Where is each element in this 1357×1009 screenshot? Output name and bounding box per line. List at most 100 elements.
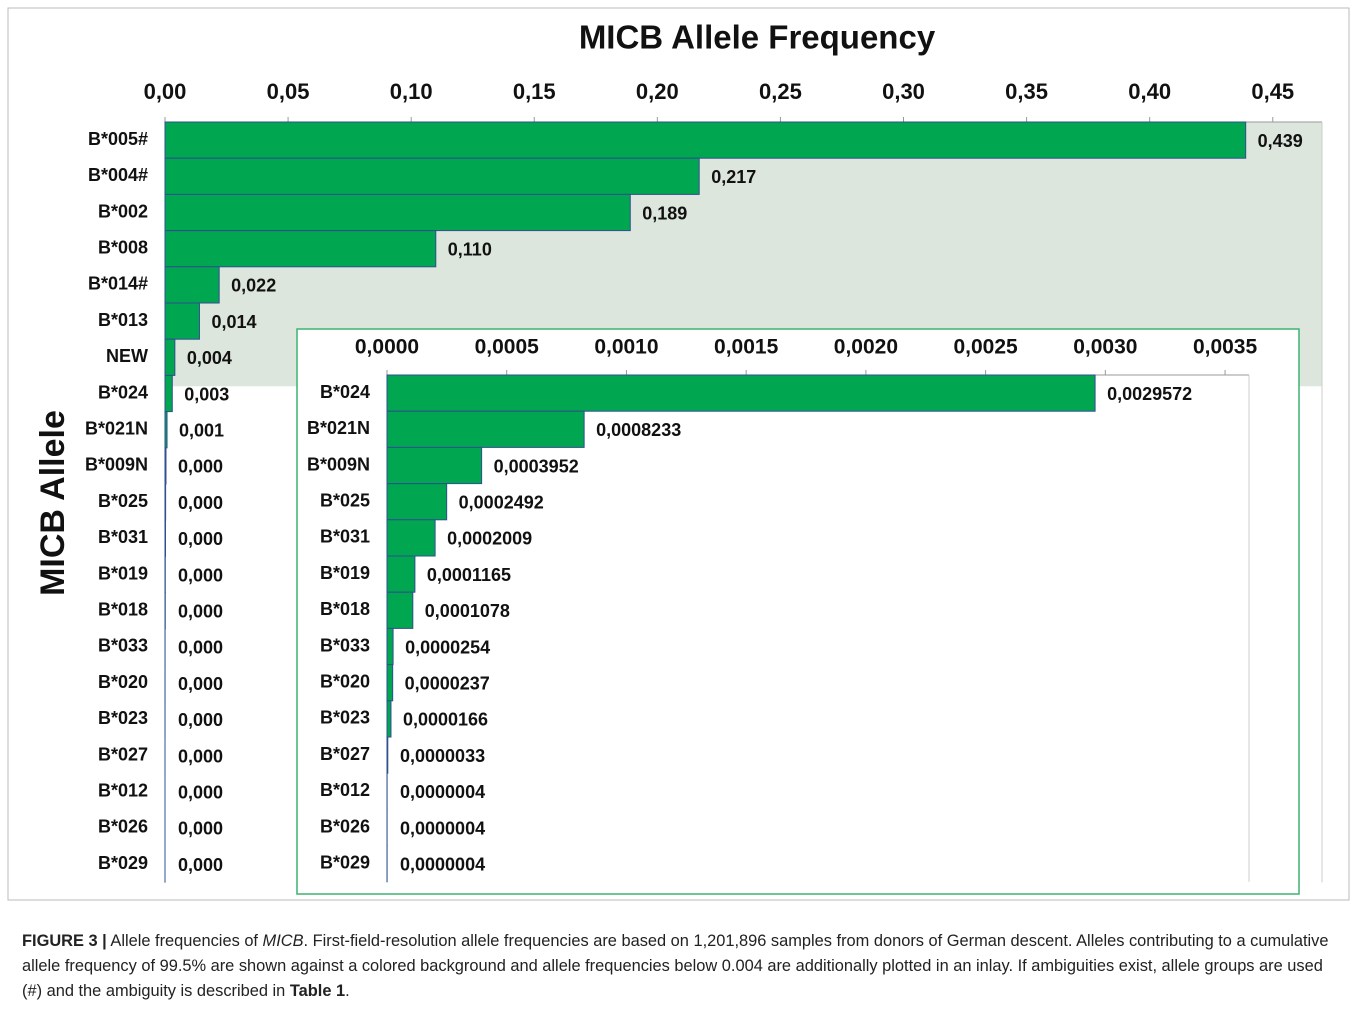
value-label: 0,014 <box>211 312 256 332</box>
value-label: 0,000 <box>178 638 223 658</box>
x-tick-label: 0,25 <box>759 79 802 104</box>
value-label: 0,0029572 <box>1107 384 1192 404</box>
caption-text: . <box>345 982 350 1000</box>
x-tick-label: 0,30 <box>882 79 925 104</box>
y-tick-label: B*018 <box>98 599 148 619</box>
y-tick-label: B*014# <box>88 274 148 294</box>
bar <box>386 555 416 593</box>
figure-frame <box>7 7 1350 901</box>
bar <box>386 374 1096 412</box>
x-tick-label: 0,0015 <box>714 336 779 359</box>
y-tick-label: B*005# <box>88 129 148 149</box>
y-tick-label: B*009N <box>307 454 370 474</box>
bar <box>386 591 414 629</box>
value-label: 0,001 <box>179 420 224 440</box>
bar <box>164 193 631 232</box>
value-label: 0,0003952 <box>494 456 579 476</box>
value-label: 0,022 <box>231 276 276 296</box>
y-tick-label: B*023 <box>98 708 148 728</box>
x-tick-label: 0,40 <box>1128 79 1171 104</box>
y-tick-label: B*031 <box>320 527 370 547</box>
y-tick-label: B*004# <box>88 165 148 185</box>
x-tick-label: 0,05 <box>267 79 310 104</box>
value-label: 0,003 <box>184 384 229 404</box>
value-label: 0,000 <box>178 710 223 730</box>
value-label: 0,0000237 <box>405 673 490 693</box>
y-tick-label: B*027 <box>320 744 370 764</box>
y-axis-label: MICB Allele <box>34 410 72 596</box>
y-tick-label: B*002 <box>98 201 148 221</box>
value-label: 0,000 <box>178 855 223 875</box>
bar <box>164 338 176 376</box>
value-label: 0,000 <box>178 674 223 694</box>
value-label: 0,000 <box>178 457 223 477</box>
chart-title: MICB Allele Frequency <box>579 19 936 56</box>
caption-text: . First-field-resolution allele frequenc… <box>22 932 1329 1000</box>
value-label: 0,439 <box>1258 131 1303 151</box>
value-label: 0,110 <box>448 239 492 259</box>
x-tick-label: 0,0020 <box>834 336 898 359</box>
value-label: 0,000 <box>178 601 223 621</box>
y-tick-label: B*019 <box>98 563 148 583</box>
x-tick-label: 0,35 <box>1005 79 1048 104</box>
caption-text: Allele frequencies of <box>106 932 263 950</box>
bar <box>386 446 483 485</box>
y-tick-label: B*026 <box>320 816 370 836</box>
y-tick-label: B*031 <box>98 527 148 547</box>
value-label: 0,0000004 <box>400 782 485 802</box>
y-tick-label: B*029 <box>98 853 148 873</box>
x-tick-label: 0,45 <box>1251 79 1294 104</box>
y-tick-label: B*029 <box>320 852 370 872</box>
bar <box>164 302 200 340</box>
value-label: 0,0000033 <box>400 746 485 766</box>
y-tick-label: B*025 <box>98 491 148 511</box>
bar <box>386 700 392 738</box>
value-label: 0,000 <box>178 565 223 585</box>
y-tick-label: B*008 <box>98 237 148 257</box>
bar <box>164 230 437 268</box>
y-tick-label: B*027 <box>98 744 148 764</box>
x-tick-label: 0,0035 <box>1193 336 1258 359</box>
value-label: 0,0000166 <box>403 710 488 730</box>
caption: FIGURE 3 | Allele frequencies of MICB. F… <box>22 929 1340 1004</box>
bar <box>386 664 394 702</box>
y-tick-label: B*023 <box>320 708 370 728</box>
value-label: 0,0001165 <box>427 565 511 585</box>
bar <box>386 519 436 557</box>
bar <box>164 374 173 413</box>
value-label: 0,000 <box>178 746 223 766</box>
bar <box>164 266 220 304</box>
x-tick-label: 0,0030 <box>1073 336 1137 359</box>
bar <box>164 411 168 449</box>
value-label: 0,000 <box>178 819 223 839</box>
x-tick-label: 0,0025 <box>953 336 1018 359</box>
bar <box>164 483 167 521</box>
value-label: 0,000 <box>178 493 223 513</box>
bar <box>386 410 585 448</box>
x-tick-label: 0,10 <box>390 79 433 104</box>
y-tick-label: B*033 <box>98 636 148 656</box>
y-tick-label: B*026 <box>98 817 148 837</box>
y-tick-label: B*013 <box>98 310 148 330</box>
y-tick-label: B*033 <box>320 635 370 655</box>
value-label: 0,004 <box>187 348 232 368</box>
y-tick-label: B*019 <box>320 563 370 583</box>
x-tick-label: 0,0010 <box>594 336 658 359</box>
value-label: 0,217 <box>711 167 756 187</box>
y-tick-label: B*025 <box>320 490 370 510</box>
x-tick-label: 0,0000 <box>355 336 419 359</box>
bar <box>386 483 448 521</box>
value-label: 0,0000254 <box>405 637 490 657</box>
y-tick-label: B*020 <box>98 672 148 692</box>
y-tick-label: B*009N <box>85 455 148 475</box>
y-tick-label: B*021N <box>307 418 370 438</box>
x-tick-label: 0,20 <box>636 79 679 104</box>
y-tick-label: B*020 <box>320 671 370 691</box>
y-tick-label: B*024 <box>98 382 148 402</box>
value-label: 0,0002492 <box>459 492 544 512</box>
y-tick-label: B*024 <box>320 382 370 402</box>
value-label: 0,000 <box>178 782 223 802</box>
y-tick-label: NEW <box>106 346 148 366</box>
value-label: 0,0008233 <box>596 420 681 440</box>
